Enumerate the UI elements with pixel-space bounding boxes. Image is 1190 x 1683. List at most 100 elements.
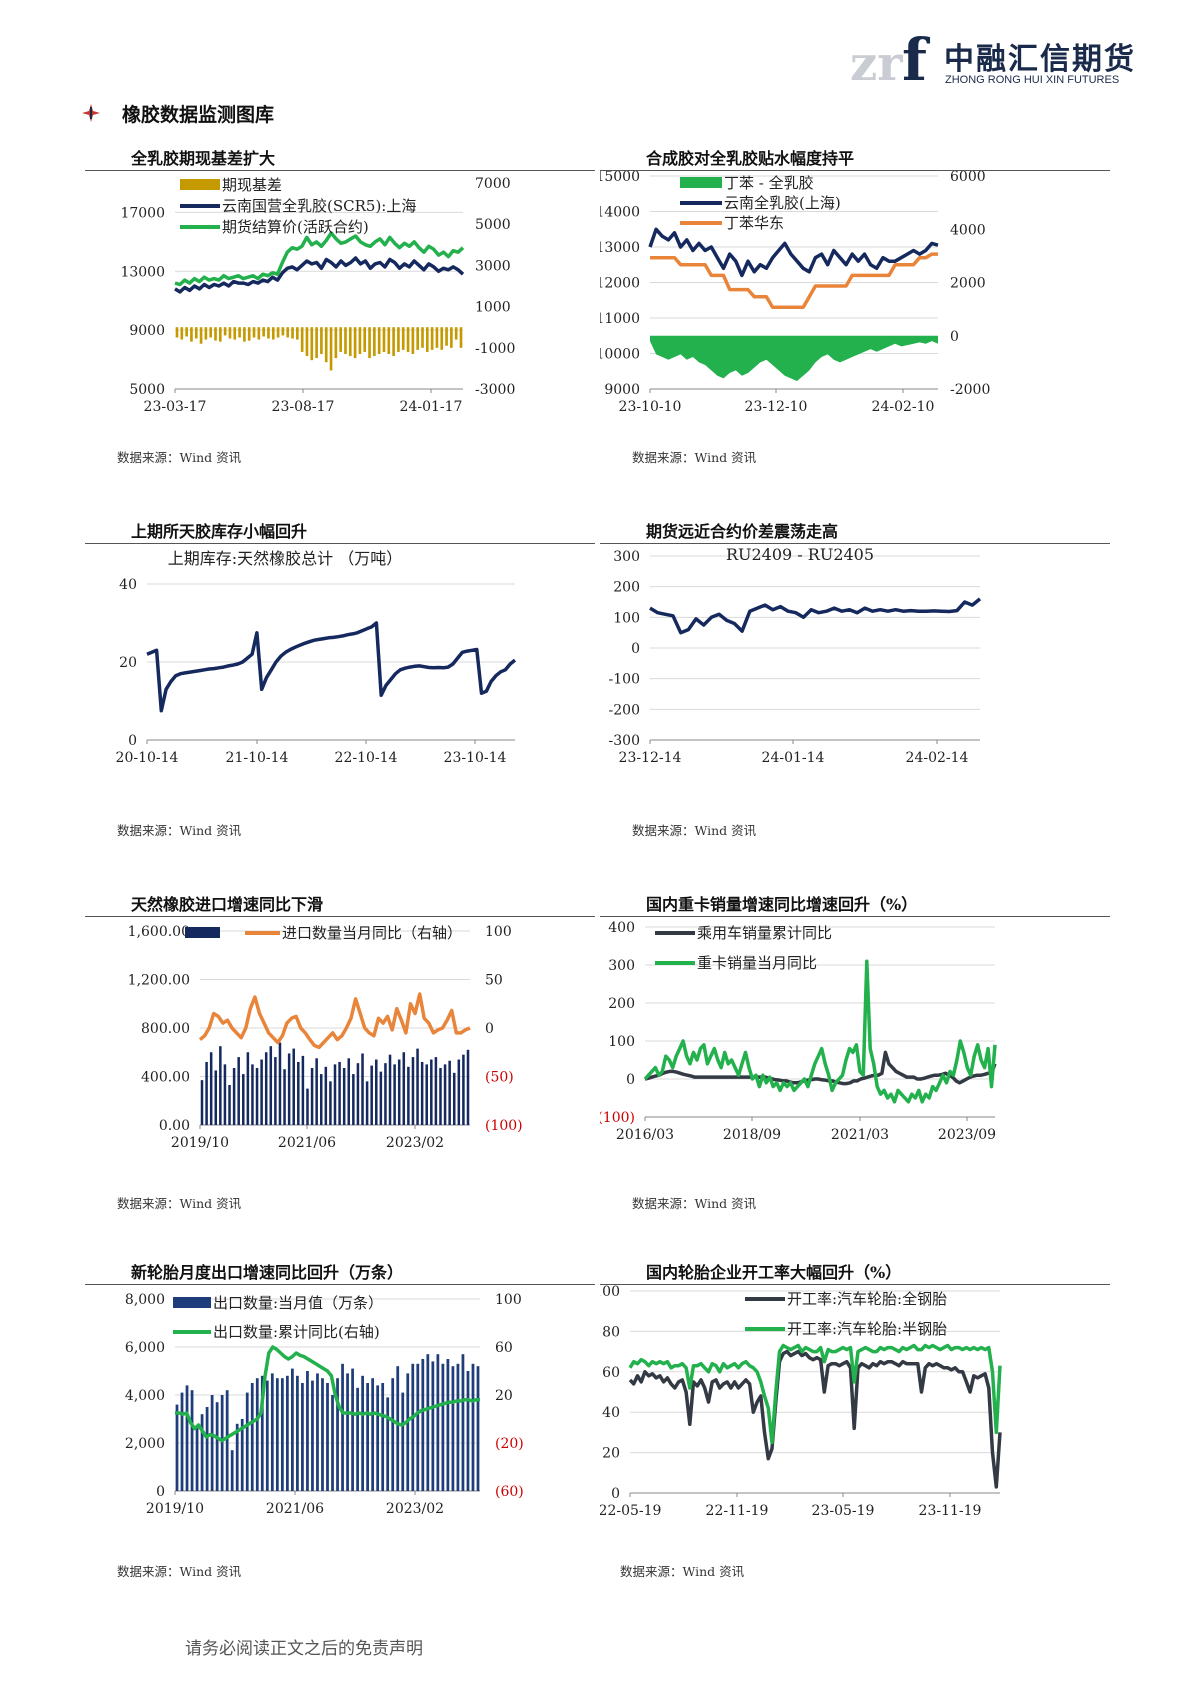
bar — [339, 327, 342, 352]
bar — [219, 1046, 222, 1125]
x-tick-label: 22-11-19 — [706, 1503, 769, 1519]
bar — [238, 327, 241, 338]
bar — [371, 1378, 375, 1491]
bar — [381, 1383, 385, 1491]
bar — [311, 1380, 314, 1491]
bar — [356, 1063, 360, 1125]
bar — [267, 327, 270, 339]
bar — [443, 1064, 447, 1125]
line-series — [146, 621, 517, 713]
bar — [175, 327, 179, 338]
section-title: 橡胶数据监测图库 — [122, 104, 275, 126]
bar — [190, 327, 193, 342]
y-tick-label: 0 — [626, 1072, 635, 1088]
bar — [280, 1378, 284, 1491]
bar — [209, 1052, 213, 1125]
chart-title: 合成胶对全乳胶贴水幅度持平 — [646, 149, 855, 168]
y-tick-label: 40 — [602, 1405, 620, 1421]
y-tick-label: 15000 — [600, 171, 640, 185]
bar — [365, 1081, 369, 1125]
y-tick-label: 13000 — [120, 264, 165, 280]
bar — [214, 1070, 218, 1125]
bar — [341, 1363, 344, 1491]
bar — [223, 1064, 227, 1125]
chart-panel-4: 期货远近合约价差震荡走高 -300 -200 -100 0 100 200 300 23-12… — [600, 510, 1110, 855]
bar — [402, 1052, 406, 1125]
y-tick-label: 0.00 — [159, 1118, 190, 1134]
bar — [420, 1061, 424, 1125]
bar — [247, 327, 251, 341]
line-series — [174, 231, 465, 287]
bar — [448, 1060, 451, 1125]
bar — [370, 1065, 373, 1125]
bar — [456, 1363, 460, 1491]
bar — [426, 1354, 430, 1491]
bar — [175, 1404, 179, 1491]
y2-tick-label: 2000 — [950, 276, 986, 292]
y-tick-label: 9000 — [129, 323, 165, 339]
y-tick-label: 17000 — [120, 205, 165, 221]
bar — [361, 1053, 364, 1125]
bar — [204, 327, 208, 340]
bar — [271, 327, 275, 340]
bar — [329, 1081, 332, 1125]
bar — [242, 1074, 245, 1125]
x-tick-label: 2023/09 — [938, 1127, 996, 1143]
bar — [251, 1064, 254, 1125]
bar — [425, 327, 429, 352]
bar — [368, 327, 371, 359]
y-tick-label: 4,000 — [125, 1388, 165, 1404]
y2-tick-label: -1000 — [475, 341, 515, 357]
bar — [348, 327, 352, 357]
bar — [235, 1423, 239, 1491]
bar — [225, 1390, 229, 1491]
bar — [388, 1054, 392, 1125]
bar — [324, 1066, 328, 1125]
y2-tick-label: 1000 — [475, 300, 511, 316]
bar — [210, 1395, 214, 1491]
y-tick-label: 5000 — [129, 382, 165, 398]
title-divider — [85, 543, 595, 544]
y-tick-label: 200 — [613, 580, 640, 596]
bar — [240, 1419, 244, 1491]
chart-truck-sales: (100) 0 100 200 300 400 2016/03 2018/09 2021/03 2… — [600, 920, 997, 1143]
bar — [421, 327, 424, 348]
bar — [392, 327, 395, 357]
title-divider — [85, 170, 595, 171]
bar — [446, 1359, 450, 1491]
bar — [310, 1068, 314, 1125]
line-series — [650, 252, 938, 310]
legend-swatch — [680, 177, 722, 188]
y-tick-label: 0 — [611, 1486, 620, 1502]
bar — [462, 1054, 465, 1125]
legend-swatch — [180, 179, 220, 190]
bar — [200, 1080, 204, 1125]
line-series — [644, 1050, 997, 1086]
bar — [306, 1088, 309, 1125]
bar — [296, 327, 299, 340]
bar — [292, 1048, 295, 1125]
y-tick-label: 800.00 — [141, 1021, 190, 1037]
bar — [430, 1059, 433, 1125]
x-tick-label: 22-05-19 — [600, 1503, 661, 1519]
bar — [358, 327, 362, 354]
logo-mark: zr f — [850, 26, 931, 94]
title-divider — [600, 170, 1110, 171]
bar — [262, 327, 265, 337]
bar — [301, 1055, 305, 1125]
legend-label: 开工率:汽车轮胎:全钢胎 — [787, 1290, 947, 1308]
legend-label: 开工率:汽车轮胎:半钢胎 — [787, 1320, 947, 1338]
y2-tick-label: 50 — [485, 973, 503, 989]
chart-title: 上期所天胶库存小幅回升 — [131, 522, 308, 541]
y-tick-label: 11000 — [600, 311, 640, 327]
bar — [401, 327, 405, 350]
y-tick-label: 13000 — [600, 240, 640, 256]
y-tick-label: 20 — [602, 1446, 620, 1462]
bar — [435, 327, 439, 348]
bar — [265, 1380, 269, 1491]
legend-label: 期货结算价(活跃合约) — [222, 218, 369, 236]
x-tick-label: 23-05-19 — [812, 1503, 875, 1519]
bar — [466, 1049, 470, 1125]
y2-tick-label: (50) — [485, 1070, 514, 1086]
bar — [333, 1064, 337, 1125]
